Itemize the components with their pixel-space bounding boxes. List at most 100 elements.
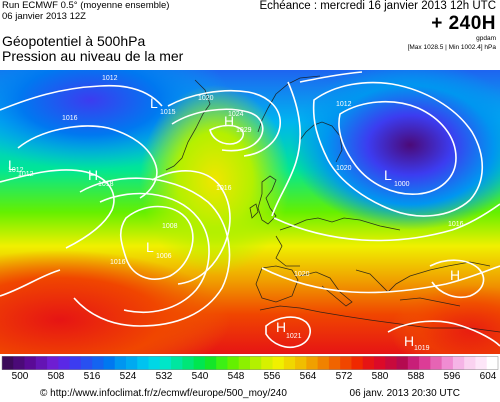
- isobar-1019-south: [387, 320, 500, 347]
- isobar-1016-low: [73, 177, 231, 327]
- scale-tick-label: 580: [371, 371, 389, 382]
- units-label: gpdam: [476, 35, 496, 42]
- high-center: H 1018: [88, 167, 114, 188]
- scale-swatch: [35, 356, 48, 370]
- scale-swatch: [227, 356, 240, 370]
- center-letter: H: [404, 333, 414, 349]
- isobar-1016-northwest: [17, 125, 158, 199]
- scale-swatch: [486, 356, 499, 370]
- center-letter: H: [450, 267, 460, 283]
- center-letter: H: [276, 319, 286, 335]
- center-letter: L: [8, 157, 16, 173]
- scale-swatch: [92, 356, 105, 370]
- title-line-1: Géopotentiel à 500hPa: [2, 33, 146, 49]
- isobar-label: 1016: [216, 185, 232, 192]
- scale-swatch: [419, 356, 431, 370]
- scale-swatch: [204, 356, 217, 370]
- generation-date: 06 janv. 2013 20:30 UTC: [349, 388, 460, 399]
- isobar-label: 1016: [448, 221, 464, 228]
- isobar-1020-southwest: [0, 269, 61, 297]
- turkey-coast: [399, 297, 461, 307]
- scale-swatch: [396, 356, 409, 370]
- scale-swatch: [295, 356, 307, 370]
- trough-northeast: [290, 70, 500, 230]
- isobar-1016-central: [271, 81, 301, 217]
- run-date: 06 janvier 2013 12Z: [2, 11, 86, 22]
- scale-swatch: [385, 356, 398, 370]
- scale-tick-label: 556: [263, 371, 281, 382]
- italy-coast: [299, 271, 353, 307]
- scale-swatch: [148, 356, 161, 370]
- france-atlantic-coast: [275, 235, 300, 267]
- isobar-1004-northeast: [338, 100, 457, 195]
- lead-time: + 240H: [431, 13, 496, 34]
- center-letter: L: [384, 167, 392, 183]
- scale-swatch: [69, 356, 82, 370]
- scale-tick-label: 540: [191, 371, 209, 382]
- isobar-1020-north: [167, 89, 281, 157]
- scale-swatch: [441, 356, 454, 370]
- center-letter: H: [224, 113, 234, 129]
- scale-swatch: [340, 356, 353, 370]
- scale-swatch: [452, 356, 465, 370]
- scale-swatch: [2, 356, 14, 370]
- scale-swatch: [58, 356, 71, 370]
- isobar-1024-north: [171, 108, 264, 152]
- warm-southwest: [0, 250, 230, 354]
- center-letter: H: [88, 167, 98, 183]
- isobar-1020-central: [151, 170, 231, 285]
- run-model: Run ECMWF 0.5° (moyenne ensemble): [2, 0, 170, 11]
- isobar-label: 1012: [102, 75, 118, 82]
- iberia-coast: [255, 265, 299, 303]
- scale-swatch: [272, 356, 285, 370]
- scandinavia-west-coast: [257, 75, 321, 133]
- low-center: L 1006: [146, 239, 172, 260]
- scale-tick-label: 500: [11, 371, 29, 382]
- isobar-1008-northeast: [312, 81, 483, 217]
- isobars: [0, 71, 500, 349]
- isobar-high-1029: [209, 124, 245, 145]
- minmax-label: [Max 1028.5 | Min 1002.4] hPa: [407, 44, 496, 51]
- scale-swatch: [238, 356, 251, 370]
- scale-swatch: [80, 356, 93, 370]
- scale-swatch: [430, 356, 443, 370]
- forecast-info: Echéance : mercredi 16 janvier 2013 12h …: [259, 0, 496, 52]
- scale-swatch: [328, 356, 341, 370]
- center-value: 1019: [414, 345, 430, 352]
- coastlines: [165, 75, 500, 333]
- low-center: L 1000: [384, 167, 410, 188]
- scale-swatch: [216, 356, 229, 370]
- isobar-label: 1024: [228, 111, 244, 118]
- north-sea-coast: [279, 217, 401, 231]
- isobar-label: 1016: [62, 115, 78, 122]
- scale-tick-label: 548: [227, 371, 245, 382]
- scale-swatch: [126, 356, 138, 370]
- isobar-label: 1020: [336, 165, 352, 172]
- echeance-text: Echéance : mercredi 16 janvier 2013 12h …: [259, 0, 496, 12]
- scale-swatch: [182, 356, 195, 370]
- forecast-map: 1012 1016 1020 1012 1016 1008 1016 1012 …: [0, 70, 500, 354]
- center-value: 1012: [18, 171, 34, 178]
- low-center: L 1012: [8, 157, 34, 178]
- scale-tick-label: 572: [335, 371, 353, 382]
- title-line-2: Pression au niveau de la mer: [2, 48, 184, 64]
- scale-swatch: [464, 356, 477, 370]
- center-value: 1000: [394, 181, 410, 188]
- isobar-label: 1012: [8, 167, 24, 174]
- color-scale: [1, 356, 499, 370]
- scale-swatch: [193, 356, 206, 370]
- high-center: H 1019: [404, 333, 430, 352]
- greenland-coast: [165, 79, 211, 171]
- scale-swatch: [250, 356, 262, 370]
- scale-tick-label: 564: [299, 371, 317, 382]
- scale-swatch: [374, 356, 386, 370]
- scale-swatch: [47, 356, 59, 370]
- high-center: H 1021: [276, 319, 302, 340]
- scale-swatch: [362, 356, 375, 370]
- isobar-1012-north: [0, 84, 163, 111]
- scale-swatch: [171, 356, 183, 370]
- center-letter: L: [146, 239, 154, 255]
- run-info: Run ECMWF 0.5° (moyenne ensemble) 06 jan…: [2, 0, 169, 22]
- balkans-blacksea-coast: [355, 261, 491, 293]
- scale-tick-label: 508: [47, 371, 65, 382]
